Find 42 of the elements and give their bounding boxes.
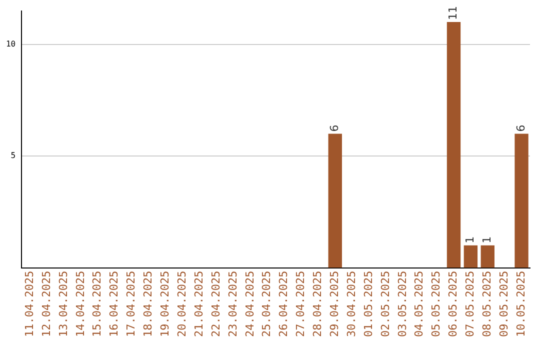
x-tick-label: 09.05.2025 <box>497 270 510 338</box>
x-tick-label: 18.04.2025 <box>142 270 155 338</box>
x-tick-label: 25.04.2025 <box>260 270 274 338</box>
x-tick-label: 29.04.2025 <box>328 270 341 338</box>
x-tick-label: 17.04.2025 <box>124 270 138 338</box>
x-tick-label: 07.05.2025 <box>464 270 477 338</box>
data-label: 6 <box>328 124 341 132</box>
bar <box>464 245 478 268</box>
bar <box>446 22 461 268</box>
data-label: 1 <box>464 236 477 244</box>
x-tick-label: 12.04.2025 <box>40 270 53 338</box>
x-tick-label: 30.04.2025 <box>344 270 358 338</box>
x-tick-label: 01.05.2025 <box>362 270 375 338</box>
x-tick-label: 15.04.2025 <box>90 270 104 338</box>
bar <box>480 245 494 268</box>
x-tick-label: 02.05.2025 <box>378 270 392 338</box>
data-label: 6 <box>514 124 528 132</box>
bar <box>514 134 528 268</box>
x-tick-label: 24.04.2025 <box>243 270 256 338</box>
x-tick-label: 27.04.2025 <box>294 270 308 338</box>
x-tick-label: 10.05.2025 <box>514 270 528 338</box>
x-tick-label: 14.04.2025 <box>74 270 87 338</box>
y-tick-label: 5 <box>10 151 16 160</box>
x-tick-label: 26.04.2025 <box>277 270 290 338</box>
y-tick-label: 10 <box>6 39 16 48</box>
x-tick-label: 23.04.2025 <box>226 270 240 338</box>
x-tick-label: 03.05.2025 <box>396 270 409 338</box>
x-tick-label: 21.04.2025 <box>192 270 206 338</box>
x-tick-label: 19.04.2025 <box>158 270 172 338</box>
x-tick-label: 04.05.2025 <box>412 270 426 338</box>
x-tick-label: 08.05.2025 <box>480 270 494 338</box>
x-tick-label: 06.05.2025 <box>446 270 460 338</box>
x-tick-label: 16.04.2025 <box>108 270 121 338</box>
x-tick-label: 22.04.2025 <box>209 270 222 338</box>
bar <box>328 134 342 268</box>
x-tick-label: 05.05.2025 <box>430 270 443 338</box>
data-label: 1 <box>480 236 494 244</box>
x-tick-label: 28.04.2025 <box>311 270 324 338</box>
x-tick-label: 13.04.2025 <box>56 270 70 338</box>
data-label: 11 <box>446 6 460 20</box>
x-tick-label: 11.04.2025 <box>22 270 36 338</box>
x-tick-label: 20.04.2025 <box>175 270 188 338</box>
